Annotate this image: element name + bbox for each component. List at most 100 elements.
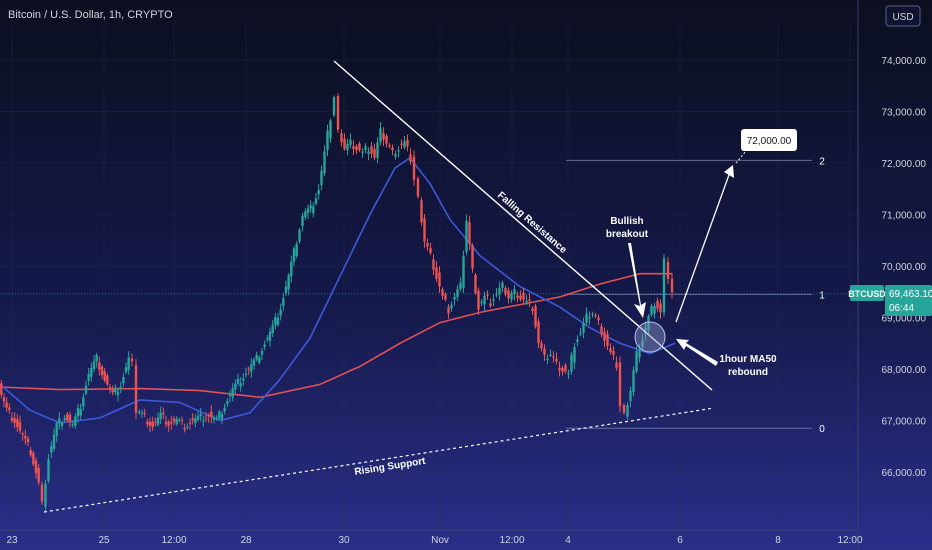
candle-body [423,218,426,242]
candle-body [606,334,609,346]
candle-body [8,407,11,410]
candle-body [609,348,612,353]
candle-body [483,295,486,305]
candle-body [561,367,564,372]
candle-body [346,143,349,151]
candle-body [312,206,315,214]
candle-body [13,418,16,424]
candle-body [465,220,468,252]
candle-body [40,484,44,502]
candle-body [406,139,409,147]
candle-body [426,242,429,247]
candle-body [444,294,447,300]
candle-body [226,401,229,404]
candle-body [164,421,168,425]
candle-body [68,414,72,423]
candle-body [453,296,456,300]
candle-body [340,133,343,143]
candle-body [632,370,635,393]
candle-body [516,295,519,299]
candle-body [76,408,80,417]
candle-body [127,357,130,370]
candle-body [183,427,186,430]
target-arrow-line [675,171,731,323]
candle-body [650,305,653,315]
candle-body [323,151,326,174]
candle-body [87,374,90,381]
candle-body [175,419,178,424]
candle-body [130,358,134,362]
breakout-arrow [628,243,646,318]
moving-averages [0,156,676,424]
y-tick-label: 70,000.00 [882,262,927,273]
grid-layer [0,20,858,530]
candle-body [156,417,160,425]
symbol-tag-label: BTCUSD [848,289,886,299]
candle-body [549,354,552,356]
candle-body [204,418,208,420]
candle-body [519,295,522,300]
candle-body [450,304,453,309]
candle-body [615,362,618,368]
candle-body [641,340,644,348]
candle-body [477,290,480,310]
candles [0,92,674,511]
candle-body [250,364,253,372]
candle-body [100,366,104,376]
candle-body [274,317,277,326]
candle-body [573,347,576,363]
candle-body [178,419,181,421]
candle-body [159,412,162,419]
target-arrow-head [724,165,734,178]
candle-body [292,248,296,262]
ma-rebound-label-1: 1hour MA50 [719,354,777,365]
candle-body [82,397,85,407]
y-tick-label: 66,000.00 [882,468,927,479]
candle-body [492,299,495,301]
candle-body [343,138,346,149]
candle-body [146,421,149,425]
candle-body [167,421,170,426]
countdown-label: 06:44 [889,303,914,314]
y-tick-label: 71,000.00 [882,211,927,222]
candle-body [290,261,293,277]
candle-body [119,387,122,390]
currency-button [885,5,921,27]
candle-body [622,405,626,413]
candle-body [629,390,632,402]
candle-body [172,418,176,422]
candle-body [447,307,450,314]
candle-body [194,418,197,424]
candle-body [268,331,272,341]
candle-body [252,359,256,366]
candle-body [332,97,336,116]
candle-body [151,421,154,427]
rebound-arrow [676,339,718,366]
symbol-tag-box [850,285,884,301]
candle-body [10,417,14,421]
candle-body [207,414,210,417]
candle-body [403,141,406,148]
candle-body [400,143,403,145]
candle-body [397,150,400,152]
candle-body [111,389,114,393]
candle-body [18,421,22,431]
candle-body [429,247,432,254]
candle-body [34,460,38,474]
x-tick-label: 8 [775,535,781,546]
candle-body [306,208,310,213]
candle-body [438,272,441,287]
candle-body [32,452,35,465]
candle-body [21,433,24,435]
candle-body [320,170,323,185]
candle-body [95,354,98,362]
candle-body [180,419,184,421]
candle-body [474,275,477,294]
candle-body [0,383,3,395]
x-tick-label: 12:00 [837,535,862,546]
candle-body [585,313,588,323]
candle-body [435,267,438,279]
